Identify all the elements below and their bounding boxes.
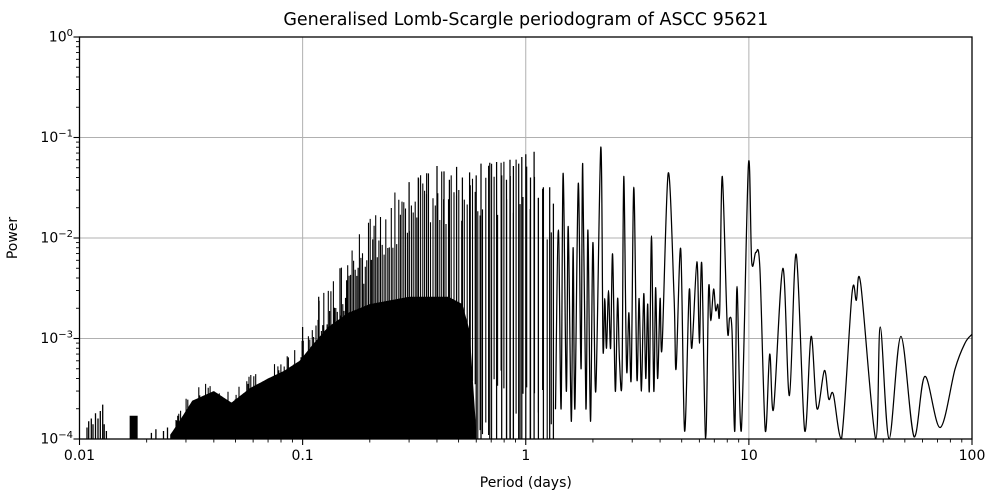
periodogram-curve <box>86 146 972 439</box>
x-tick-label: 10 <box>740 448 758 464</box>
x-axis-label: Period (days) <box>480 475 572 491</box>
y-tick-label: 10−1 <box>40 129 73 147</box>
x-tick-label: 0.01 <box>64 448 95 464</box>
x-tick-label: 0.1 <box>291 448 313 464</box>
y-tick-label: 10−4 <box>40 430 73 448</box>
y-tick-label: 10−2 <box>40 229 73 247</box>
y-tick-label: 10−3 <box>40 330 73 348</box>
chart-title: Generalised Lomb-Scargle periodogram of … <box>283 10 768 30</box>
x-tick-label: 100 <box>959 448 986 464</box>
y-axis-label: Power <box>5 217 21 260</box>
y-tick-label: 100 <box>49 28 73 46</box>
x-tick-labels: 0.01 0.1 1 10 100 <box>64 448 985 464</box>
y-tick-labels: 100 10−1 10−2 10−3 10−4 <box>40 28 73 448</box>
x-tick-label: 1 <box>521 448 530 464</box>
axes-and-ticks <box>73 36 973 445</box>
